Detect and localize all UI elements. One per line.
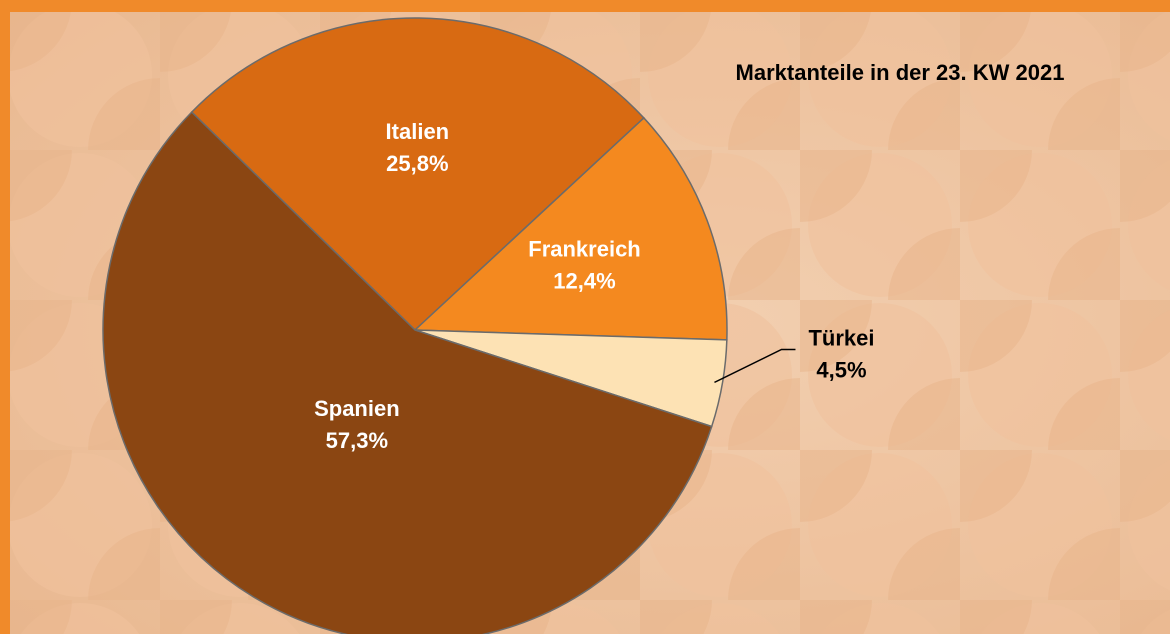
slice-label: Türkei — [808, 325, 874, 350]
slice-value-label: 25,8% — [386, 151, 448, 176]
pie-slice — [102, 111, 713, 634]
slice-label: Frankreich — [528, 236, 641, 261]
slice-value-label: 4,5% — [816, 357, 866, 382]
slice-value-label: 57,3% — [326, 428, 388, 453]
pie-slice — [190, 17, 645, 332]
chart-title: Marktanteile in der 23. KW 2021 — [736, 60, 1065, 85]
pie — [102, 17, 728, 634]
slice-label: Spanien — [314, 396, 400, 421]
slice-value-label: 12,4% — [553, 268, 615, 293]
slice-label: Italien — [386, 119, 450, 144]
leader-line — [714, 348, 796, 384]
pie-slice — [413, 116, 728, 341]
